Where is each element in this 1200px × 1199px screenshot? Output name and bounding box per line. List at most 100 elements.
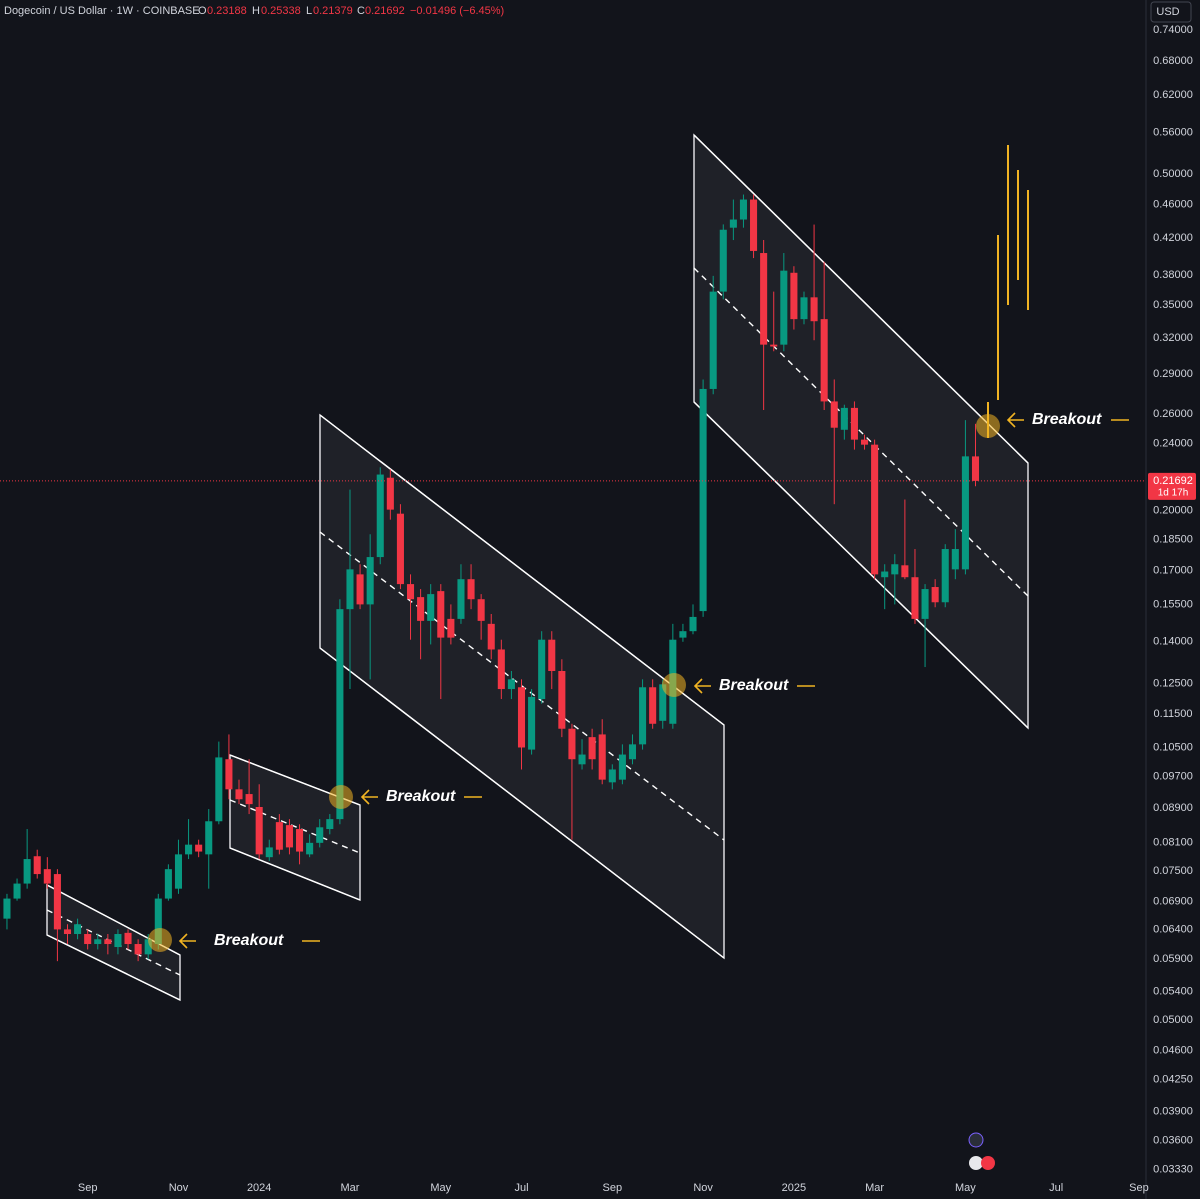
icon — [981, 1156, 995, 1170]
candle-body — [840, 407, 848, 430]
candle-body — [356, 574, 364, 605]
y-tick-label: 0.62000 — [1153, 89, 1193, 101]
candle-body — [568, 728, 576, 760]
candle-body — [760, 253, 768, 345]
candle-body — [417, 597, 425, 621]
candle-body — [154, 898, 162, 945]
y-tick-label: 0.06400 — [1153, 923, 1193, 935]
change: −0.01496 (−6.45%) — [410, 5, 504, 17]
candle-body — [265, 847, 273, 858]
candle-body — [709, 291, 717, 389]
candle-body — [528, 696, 536, 750]
candle-body — [185, 844, 193, 855]
candle-body — [104, 939, 112, 945]
y-tick-label: 0.29000 — [1153, 368, 1193, 380]
candle-body — [860, 439, 869, 445]
candle-body — [346, 569, 354, 610]
candle-body — [487, 623, 495, 650]
candle-body — [23, 859, 31, 884]
midline — [46, 909, 181, 976]
y-tick-label: 0.42000 — [1153, 232, 1193, 244]
y-tick-label: 0.05400 — [1153, 986, 1193, 998]
candle-body — [427, 594, 435, 621]
x-tick-label: Sep — [1129, 1182, 1149, 1194]
x-tick-label: Nov — [169, 1182, 189, 1194]
y-tick-label: 0.03330 — [1153, 1163, 1193, 1175]
candle-body — [558, 670, 566, 729]
breakouts: Breakout Breakout Breakout Breakout — [148, 411, 1129, 952]
candle-body — [43, 869, 51, 884]
x-tick-label: Nov — [693, 1182, 713, 1194]
y-tick-label: 0.18500 — [1153, 533, 1193, 545]
candle-body — [881, 571, 889, 578]
candle-body — [124, 932, 132, 945]
y-tick-label: 0.08900 — [1153, 802, 1193, 814]
candle-body — [598, 734, 606, 780]
x-tick-label: Sep — [78, 1182, 98, 1194]
y-tick-label: 0.12500 — [1153, 677, 1193, 689]
channel-line — [229, 847, 361, 901]
candle-body — [3, 898, 11, 919]
candle-body — [941, 549, 949, 603]
candle-body — [316, 827, 324, 843]
candle-body — [628, 744, 637, 760]
y-tick-label: 0.38000 — [1153, 269, 1193, 281]
channel-line — [693, 134, 1029, 464]
x-tick-label: Jul — [514, 1182, 528, 1194]
candle-body — [225, 759, 233, 790]
channel-line — [693, 401, 1029, 729]
icons — [968, 1132, 995, 1170]
candle-body — [507, 679, 515, 690]
candle-body — [447, 618, 455, 638]
x-tick-label: 2024 — [247, 1182, 271, 1194]
candle-body — [134, 944, 142, 955]
y-tick-label: 0.05900 — [1153, 953, 1193, 965]
candle-body — [588, 737, 596, 760]
y-tick-label: 0.06900 — [1153, 896, 1193, 908]
y-tick-label: 0.14000 — [1153, 636, 1193, 648]
y-tick-label: 0.09700 — [1153, 771, 1193, 783]
candle-body — [114, 934, 122, 948]
candle-body — [245, 794, 253, 805]
y-tick-label: 0.32000 — [1153, 332, 1193, 344]
y-tick-label: 0.24000 — [1153, 438, 1193, 450]
candle-body — [800, 297, 808, 320]
candle-body — [689, 616, 697, 632]
candle-body — [911, 577, 919, 619]
candle-body — [951, 549, 959, 570]
ohlc-value: 0.25338 — [261, 5, 301, 17]
x-tick-label: 2025 — [782, 1182, 806, 1194]
candle-body — [608, 769, 616, 783]
ohlc-value: 0.21692 — [365, 5, 405, 17]
icon — [968, 1132, 984, 1148]
y-tick-label: 0.15500 — [1153, 598, 1193, 610]
midline — [229, 799, 361, 854]
x-tick-label: Mar — [341, 1182, 360, 1194]
breakout-marker — [662, 673, 686, 697]
candle-body — [739, 199, 747, 220]
candle-body — [961, 456, 969, 570]
candle-body — [810, 297, 818, 322]
candle-body — [719, 229, 727, 292]
y-tick-label: 0.35000 — [1153, 299, 1193, 311]
candle-body — [679, 631, 687, 638]
candle-body — [376, 474, 384, 558]
candle-body — [891, 564, 899, 575]
annotation: Breakout — [214, 932, 284, 949]
candle-body — [729, 219, 737, 228]
candle-body — [497, 649, 505, 690]
ohlc-value: 0.23188 — [207, 5, 247, 17]
x-tick-label: May — [955, 1182, 976, 1194]
arrow — [1006, 412, 1129, 428]
candle-body — [921, 589, 929, 619]
candle-body — [396, 513, 404, 585]
midline — [693, 267, 1029, 597]
candle-body — [790, 272, 798, 320]
chart-title: Dogecoin / US Dollar · 1W · COINBASE — [4, 5, 200, 17]
y-tick-label: 0.04250 — [1153, 1074, 1193, 1086]
breakout-marker — [148, 928, 172, 952]
candle-body — [649, 687, 657, 724]
y-tick-label: 0.03600 — [1153, 1135, 1193, 1147]
candle-body — [13, 883, 21, 899]
